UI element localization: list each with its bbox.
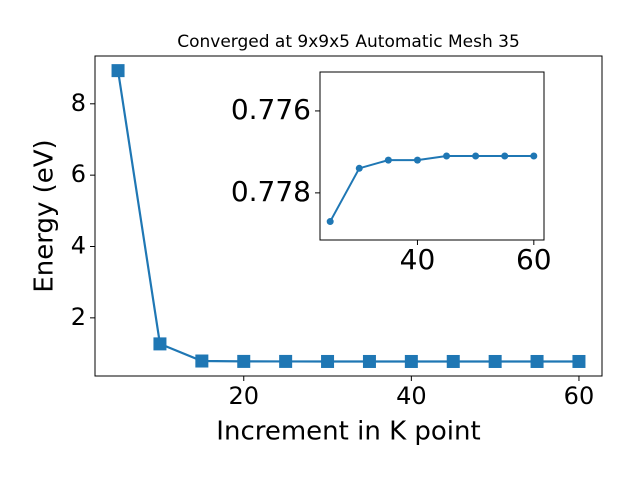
marker	[279, 354, 293, 368]
x-tick-label: 60	[564, 382, 595, 410]
marker	[153, 337, 167, 351]
marker	[111, 64, 125, 78]
y-tick-label: 8	[71, 89, 86, 117]
marker	[501, 152, 509, 160]
marker	[404, 354, 418, 368]
x-tick-label: 20	[228, 382, 259, 410]
data-line	[116, 70, 579, 363]
marker	[362, 354, 376, 368]
y-axis-label: Energy (eV)	[30, 139, 60, 292]
marker	[488, 354, 502, 368]
marker	[472, 152, 480, 160]
y-tick-label: 0.776	[231, 93, 311, 126]
y-tick-label: 6	[71, 160, 86, 188]
chart-title: Converged at 9x9x5 Automatic Mesh 35	[177, 32, 520, 52]
marker	[326, 218, 334, 226]
data-line	[329, 155, 534, 223]
y-tick-label: 2	[71, 303, 86, 331]
y-tick-label: 4	[71, 232, 86, 260]
marker	[446, 354, 460, 368]
x-tick-label: 40	[396, 382, 427, 410]
marker	[530, 152, 538, 160]
marker	[384, 156, 392, 164]
marker	[355, 164, 363, 172]
marker	[413, 156, 421, 164]
marker	[530, 354, 544, 368]
y-tick-label: 0.778	[231, 175, 311, 208]
x-tick-label: 60	[516, 243, 552, 276]
marker	[572, 354, 586, 368]
marker	[443, 152, 451, 160]
x-axis-label: Increment in K point	[216, 417, 480, 447]
x-tick-label: 40	[400, 243, 436, 276]
marker	[237, 354, 251, 368]
marker	[195, 354, 209, 368]
marker	[321, 354, 335, 368]
